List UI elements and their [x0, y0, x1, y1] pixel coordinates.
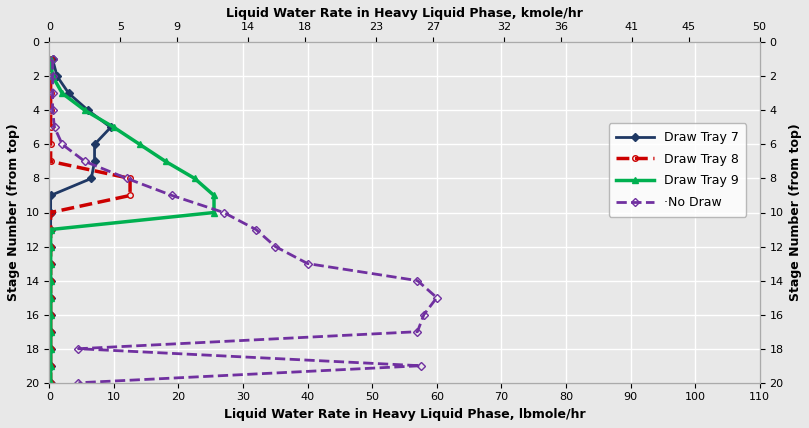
Draw Tray 8: [46, 244, 56, 249]
X-axis label: Liquid Water Rate in Heavy Liquid Phase, kmole/hr: Liquid Water Rate in Heavy Liquid Phase,…: [226, 7, 583, 20]
·No Draw: [48, 56, 57, 62]
Draw Tray 7: [46, 346, 56, 351]
·No Draw: [80, 159, 90, 164]
Y-axis label: Stage Number (from top): Stage Number (from top): [789, 124, 802, 301]
·No Draw: [122, 176, 132, 181]
·No Draw: [419, 312, 429, 317]
Draw Tray 8: [46, 108, 56, 113]
·No Draw: [413, 278, 422, 283]
Y-axis label: Stage Number (from top): Stage Number (from top): [7, 124, 20, 301]
·No Draw: [251, 227, 260, 232]
Draw Tray 7: [53, 74, 62, 79]
·No Draw: [74, 380, 83, 385]
Draw Tray 9: [57, 91, 67, 96]
Draw Tray 7: [46, 227, 56, 232]
Draw Tray 9: [46, 278, 56, 283]
Draw Tray 9: [210, 193, 219, 198]
Draw Tray 7: [46, 380, 56, 385]
Draw Tray 7: [46, 193, 56, 198]
Draw Tray 8: [46, 363, 56, 369]
·No Draw: [413, 329, 422, 334]
Draw Tray 7: [64, 91, 74, 96]
Draw Tray 9: [46, 244, 56, 249]
Draw Tray 7: [87, 176, 96, 181]
Draw Tray 8: [46, 278, 56, 283]
Draw Tray 8: [46, 261, 56, 266]
Draw Tray 8: [125, 176, 135, 181]
·No Draw: [74, 346, 83, 351]
Draw Tray 9: [190, 176, 200, 181]
Draw Tray 9: [46, 346, 56, 351]
Draw Tray 8: [46, 74, 56, 79]
Draw Tray 8: [46, 56, 56, 62]
Draw Tray 8: [46, 380, 56, 385]
Draw Tray 7: [46, 244, 56, 249]
·No Draw: [49, 125, 59, 130]
·No Draw: [48, 74, 57, 79]
Draw Tray 9: [46, 329, 56, 334]
Draw Tray 8: [46, 329, 56, 334]
·No Draw: [167, 193, 177, 198]
·No Draw: [48, 108, 57, 113]
Draw Tray 7: [46, 295, 56, 300]
Line: Draw Tray 7: Draw Tray 7: [48, 56, 113, 386]
Draw Tray 7: [106, 125, 116, 130]
Legend: Draw Tray 7, Draw Tray 8, Draw Tray 9, ·No Draw: Draw Tray 7, Draw Tray 8, Draw Tray 9, ·…: [609, 123, 746, 217]
·No Draw: [303, 261, 312, 266]
Draw Tray 9: [46, 363, 56, 369]
·No Draw: [57, 142, 67, 147]
Draw Tray 8: [46, 91, 56, 96]
Line: Draw Tray 8: Draw Tray 8: [48, 56, 133, 386]
Draw Tray 8: [46, 142, 56, 147]
Draw Tray 7: [46, 363, 56, 369]
Draw Tray 7: [46, 210, 56, 215]
Draw Tray 7: [90, 159, 100, 164]
Draw Tray 8: [46, 295, 56, 300]
Draw Tray 8: [46, 346, 56, 351]
Draw Tray 9: [80, 108, 90, 113]
·No Draw: [219, 210, 229, 215]
Draw Tray 9: [46, 295, 56, 300]
Draw Tray 9: [48, 74, 57, 79]
Draw Tray 9: [46, 56, 56, 62]
·No Draw: [432, 295, 442, 300]
Draw Tray 7: [83, 108, 93, 113]
·No Draw: [416, 363, 426, 369]
Draw Tray 8: [46, 125, 56, 130]
Draw Tray 8: [46, 227, 56, 232]
Draw Tray 8: [46, 210, 56, 215]
Line: Draw Tray 9: Draw Tray 9: [47, 56, 218, 386]
Draw Tray 9: [135, 142, 145, 147]
·No Draw: [270, 244, 280, 249]
Draw Tray 7: [90, 142, 100, 147]
Draw Tray 9: [210, 210, 219, 215]
Draw Tray 7: [46, 278, 56, 283]
Draw Tray 9: [46, 312, 56, 317]
Draw Tray 9: [46, 380, 56, 385]
Draw Tray 7: [46, 261, 56, 266]
Draw Tray 7: [46, 312, 56, 317]
Draw Tray 9: [46, 227, 56, 232]
Draw Tray 9: [109, 125, 119, 130]
Draw Tray 7: [46, 329, 56, 334]
Draw Tray 7: [48, 56, 57, 62]
X-axis label: Liquid Water Rate in Heavy Liquid Phase, lbmole/hr: Liquid Water Rate in Heavy Liquid Phase,…: [223, 408, 586, 421]
Draw Tray 9: [161, 159, 171, 164]
·No Draw: [48, 91, 57, 96]
Line: ·No Draw: ·No Draw: [50, 56, 439, 386]
Draw Tray 9: [46, 261, 56, 266]
Draw Tray 8: [125, 193, 135, 198]
Draw Tray 8: [46, 312, 56, 317]
Draw Tray 8: [46, 159, 56, 164]
